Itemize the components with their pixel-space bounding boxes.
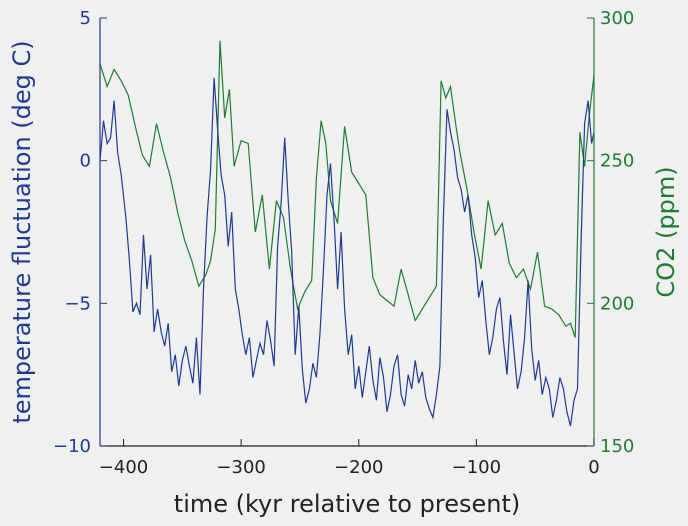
left-y-axis-ticks: 5 0 −5 −10 <box>53 8 107 457</box>
left-y-tick-label: −5 <box>64 293 91 314</box>
x-tick-label: 0 <box>588 457 599 478</box>
plot-area <box>100 40 594 427</box>
temperature-series-line <box>100 77 594 427</box>
co2-series-line <box>100 40 594 338</box>
left-y-tick-label: 5 <box>80 8 91 29</box>
right-y-tick-label: 150 <box>600 436 634 457</box>
left-y-tick-label: 0 <box>80 151 91 172</box>
x-tick-label: −300 <box>216 457 265 478</box>
x-axis-label: time (kyr relative to present) <box>174 490 520 518</box>
right-y-tick-label: 250 <box>600 151 634 172</box>
right-y-axis-label: CO2 (ppm) <box>652 166 680 297</box>
x-tick-label: −100 <box>452 457 501 478</box>
x-tick-label: −400 <box>99 457 148 478</box>
x-tick-label: −200 <box>334 457 383 478</box>
right-y-tick-label: 200 <box>600 293 634 314</box>
left-y-tick-label: −10 <box>53 436 91 457</box>
x-axis-ticks: −400 −300 −200 −100 0 <box>99 439 600 478</box>
left-y-axis-label: temperature fluctuation (deg C) <box>8 40 36 423</box>
right-y-axis-ticks: 300 250 200 150 <box>587 8 634 457</box>
right-y-tick-label: 300 <box>600 8 634 29</box>
